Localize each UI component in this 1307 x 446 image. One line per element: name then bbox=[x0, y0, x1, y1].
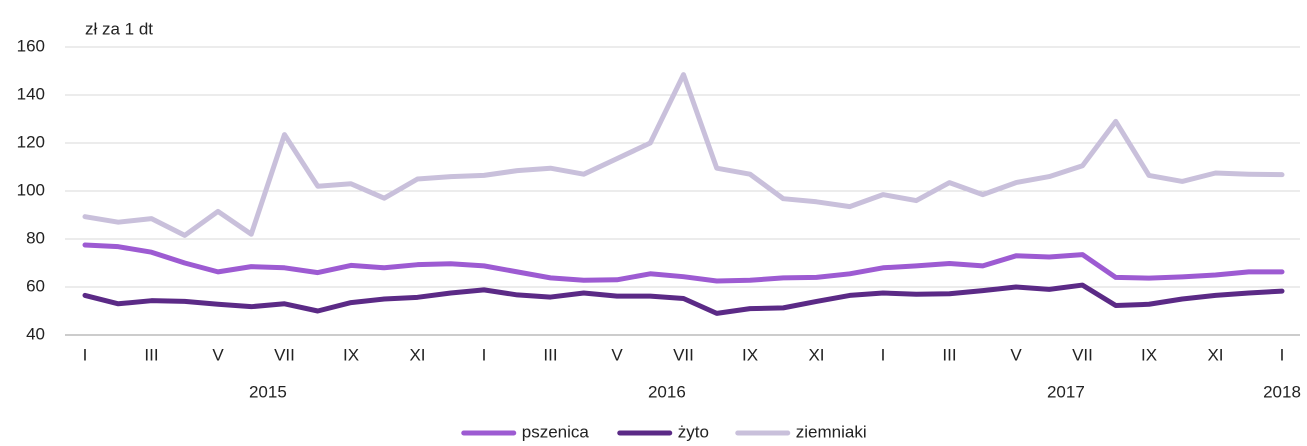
x-tick-label: VII bbox=[274, 345, 295, 364]
y-tick-label: 100 bbox=[17, 180, 45, 199]
y-axis-label: zł za 1 dt bbox=[85, 19, 153, 38]
series-line bbox=[82, 282, 1285, 316]
legend-label: pszenica bbox=[522, 422, 590, 441]
x-tick-label: V bbox=[611, 345, 623, 364]
y-tick-label: 120 bbox=[17, 132, 45, 151]
x-tick-label: III bbox=[144, 345, 158, 364]
y-tick-label: 60 bbox=[26, 276, 45, 295]
x-tick-label: XI bbox=[409, 345, 425, 364]
year-label: 2016 bbox=[648, 382, 686, 401]
x-tick-label: III bbox=[543, 345, 557, 364]
series-line bbox=[82, 242, 1285, 284]
y-tick-label: 40 bbox=[26, 324, 45, 343]
x-tick-label: I bbox=[1280, 345, 1285, 364]
x-tick-label: III bbox=[942, 345, 956, 364]
y-tick-label: 140 bbox=[17, 84, 45, 103]
x-tick-label: V bbox=[212, 345, 224, 364]
year-label: 2017 bbox=[1047, 382, 1085, 401]
x-tick-label: V bbox=[1010, 345, 1022, 364]
year-label: 2015 bbox=[249, 382, 287, 401]
year-label: 2018 bbox=[1263, 382, 1301, 401]
x-tick-label: I bbox=[83, 345, 88, 364]
x-tick-label: XI bbox=[1207, 345, 1223, 364]
x-tick-label: VII bbox=[673, 345, 694, 364]
x-tick-label: IX bbox=[742, 345, 758, 364]
series-line bbox=[82, 72, 1285, 238]
legend-label: ziemniaki bbox=[796, 422, 867, 441]
x-tick-label: IX bbox=[1141, 345, 1157, 364]
x-tick-label: VII bbox=[1072, 345, 1093, 364]
x-tick-label: IX bbox=[343, 345, 359, 364]
y-tick-label: 160 bbox=[17, 36, 45, 55]
y-tick-label: 80 bbox=[26, 228, 45, 247]
x-tick-label: I bbox=[881, 345, 886, 364]
x-tick-label: I bbox=[482, 345, 487, 364]
legend-label: żyto bbox=[678, 422, 709, 441]
x-tick-label: XI bbox=[808, 345, 824, 364]
